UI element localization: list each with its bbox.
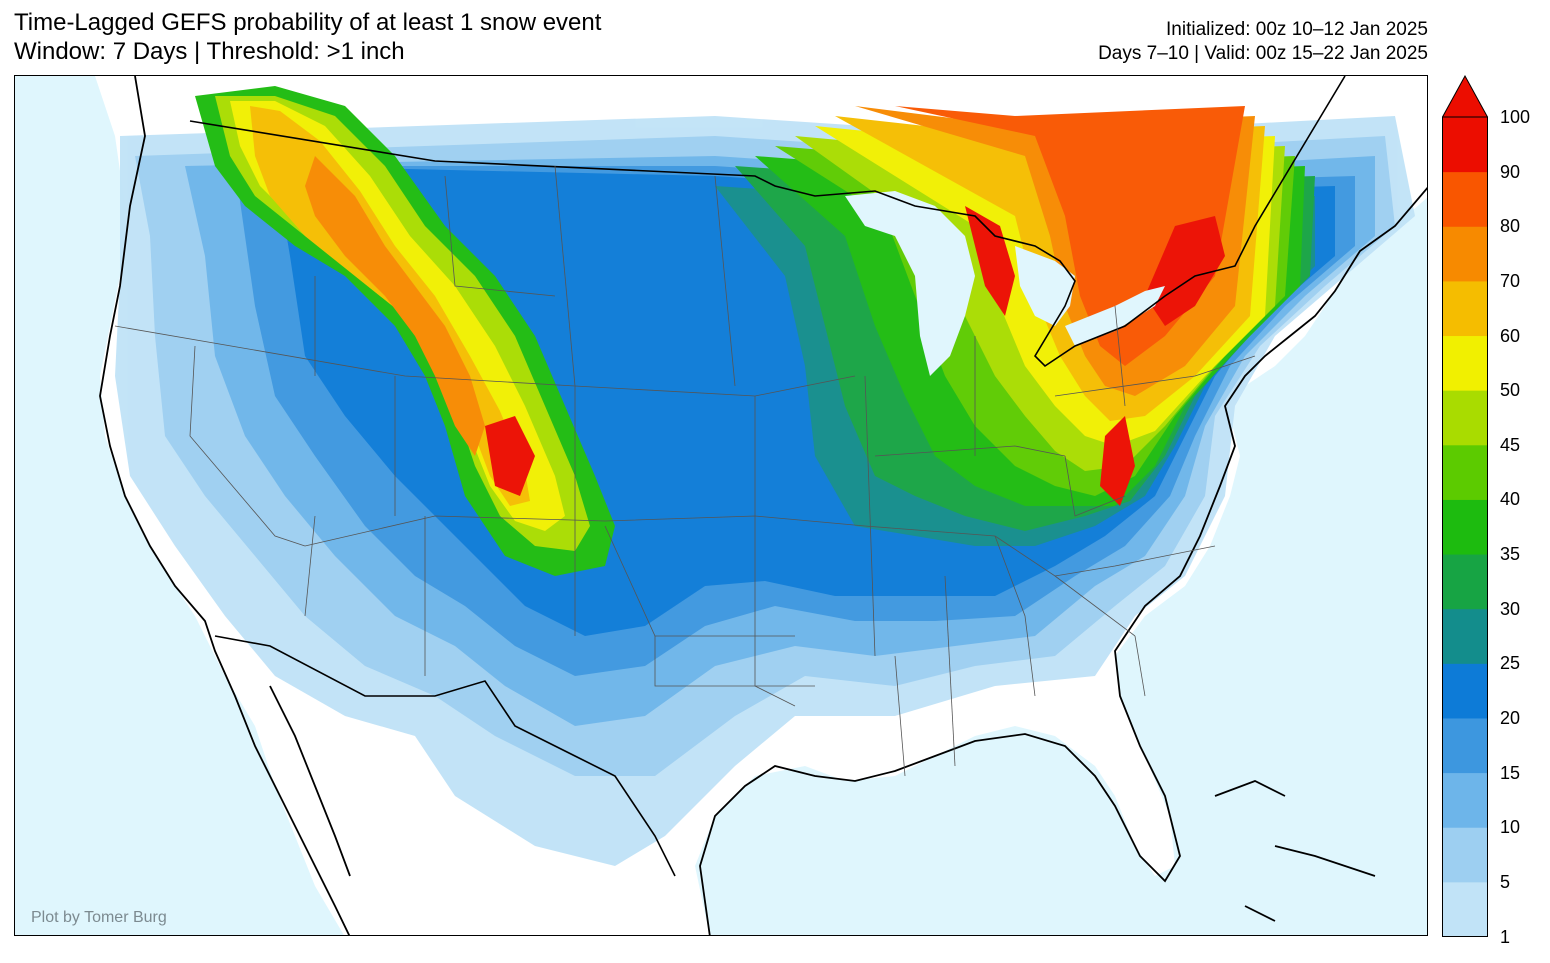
colorbar-tick-label: 5 xyxy=(1500,871,1511,892)
colorbar-tick-label: 25 xyxy=(1500,653,1521,674)
colorbar-swatch xyxy=(1442,827,1488,883)
colorbar-swatch xyxy=(1442,444,1488,500)
colorbar-swatch xyxy=(1442,171,1488,227)
colorbar-swatch xyxy=(1442,554,1488,610)
valid-label: Days 7–10 | Valid: 00z 15–22 Jan 2025 xyxy=(1098,43,1428,64)
colorbar-tick-label: 100 xyxy=(1500,107,1531,127)
forecast-info: Initialized: 00z 10–12 Jan 2025 Days 7–1… xyxy=(1098,18,1428,66)
title-line-1: Time-Lagged GEFS probability of at least… xyxy=(14,9,602,36)
colorbar-tick-label: 40 xyxy=(1500,489,1521,510)
colorbar-tick-label: 35 xyxy=(1500,544,1521,565)
colorbar-swatch xyxy=(1442,881,1488,937)
colorbar-swatch xyxy=(1442,717,1488,774)
colorbar-tick-label: 60 xyxy=(1500,325,1521,346)
coastlines xyxy=(99,76,1427,935)
colorbar-swatch xyxy=(1442,226,1488,282)
state-borders xyxy=(114,165,1256,777)
colorbar-extend-arrow xyxy=(1442,75,1488,118)
colorbar-tick-label: 30 xyxy=(1500,598,1521,619)
colorbar-tick-label: 1 xyxy=(1500,926,1511,947)
map-title: Time-Lagged GEFS probability of at least… xyxy=(14,8,601,66)
colorbar-tick-label: 90 xyxy=(1500,161,1521,182)
colorbar-swatch xyxy=(1442,335,1488,391)
colorbar-swatch xyxy=(1442,772,1488,828)
colorbar-swatch xyxy=(1442,390,1488,446)
initialized-label: Initialized: 00z 10–12 Jan 2025 xyxy=(1166,19,1428,40)
country-borders xyxy=(189,76,1346,877)
colorbar-swatch xyxy=(1442,117,1488,173)
colorbar-swatch xyxy=(1442,663,1488,719)
map-panel[interactable]: Plot by Tomer Burg xyxy=(14,75,1428,936)
colorbar-tick-label: 70 xyxy=(1500,270,1521,291)
colorbar-swatch xyxy=(1442,608,1488,664)
colorbar-tick-label: 20 xyxy=(1500,707,1521,728)
probability-map xyxy=(15,76,1427,935)
colorbar-tick-label: 50 xyxy=(1500,380,1521,401)
colorbar-swatch xyxy=(1442,499,1488,555)
probability-shading xyxy=(115,86,1415,866)
colorbar-tick-label: 10 xyxy=(1500,817,1521,838)
colorbar-tick-label: 45 xyxy=(1500,434,1521,455)
colorbar xyxy=(1442,75,1488,937)
title-line-2: Window: 7 Days | Threshold: >1 inch xyxy=(14,38,405,65)
colorbar-tick-label: 80 xyxy=(1500,216,1521,237)
plot-credit: Plot by Tomer Burg xyxy=(31,909,167,926)
colorbar-tick-label: 15 xyxy=(1500,762,1521,783)
colorbar-swatch xyxy=(1442,280,1488,337)
